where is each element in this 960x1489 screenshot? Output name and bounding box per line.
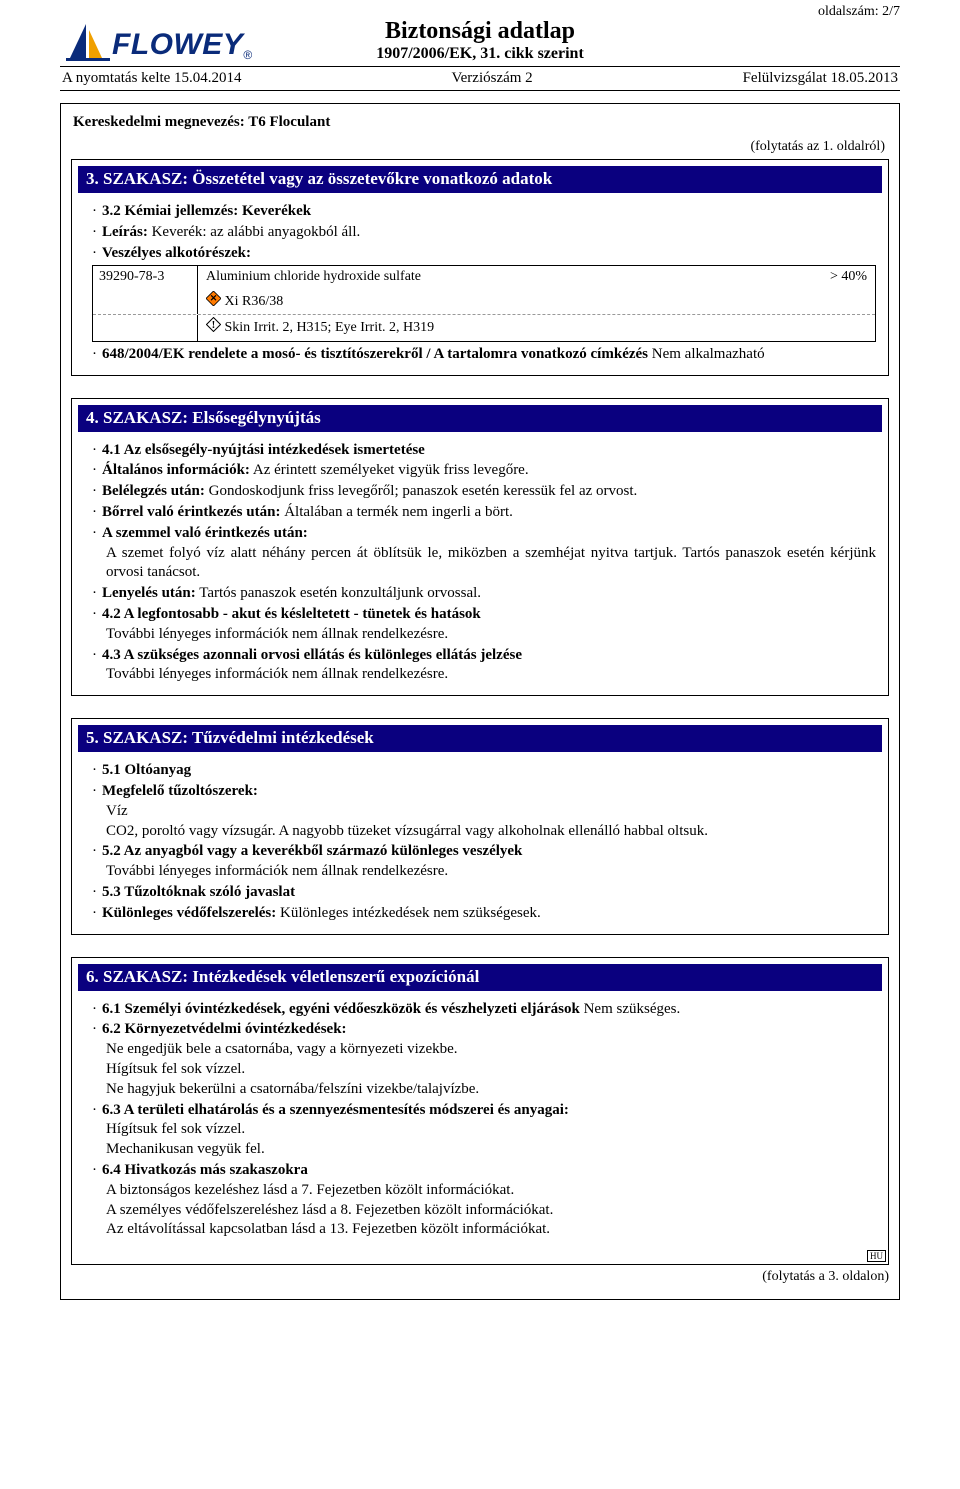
s3-l3: Veszélyes alkotórészek: [102, 244, 251, 264]
s6-h63: 6.3 A területi elhatárolás és a szennyez… [102, 1101, 569, 1121]
section-4-body: ·4.1 Az elsősegély-nyújtási intézkedések… [72, 438, 888, 696]
s4-inh-l: Belélegzés után: [102, 483, 205, 499]
s6-t62a: Ne engedjük bele a csatornába, vagy a kö… [92, 1040, 876, 1060]
s3-l4-text: Nem alkalmazható [652, 346, 765, 362]
section-3-body: ·3.2 Kémiai jellemzés: Keverékek ·Leírás… [72, 199, 888, 375]
brand-logo: FLOWEY ® [66, 22, 252, 62]
s5-prot-t: Különleges intézkedések nem szükségesek. [280, 905, 541, 921]
s4-skin-t: Általában a termék nem ingerli a bört. [284, 504, 513, 520]
meta-row: A nyomtatás kelte 15.04.2014 Verziószám … [60, 70, 900, 87]
header-rule [60, 66, 900, 67]
table-row: ✕ Xi R36/38 [93, 289, 875, 314]
header: FLOWEY ® Biztonsági adatlap 1907/2006/EK… [60, 18, 900, 63]
s3-l2-text: Keverék: az alábbi anyagokból áll. [152, 224, 361, 240]
section-6-body: ·6.1 Személyi óvintézkedések, egyéni véd… [72, 997, 888, 1251]
s3-l1: 3.2 Kémiai jellemzés: Keverékek [102, 202, 311, 222]
warning-icon: ! [206, 317, 221, 338]
s5-ext-l: Megfelelő tűzoltószerek: [102, 782, 258, 802]
table-row: 39290-78-3 Aluminium chloride hydroxide … [93, 266, 875, 288]
reg-mark: ® [243, 48, 252, 62]
s4-skin-l: Bőrrel való érintkezés után: [102, 504, 280, 520]
section-5-title: 5. SZAKASZ: Tűzvédelmi intézkedések [78, 725, 882, 752]
s4-gen-t: Az érintett személyeket vigyük friss lev… [253, 462, 529, 478]
s6-h64: 6.4 Hivatkozás más szakaszokra [102, 1161, 308, 1181]
s5-h53: 5.3 Tűzoltóknak szóló javaslat [102, 883, 295, 903]
continuation-from: (folytatás az 1. oldalról) [71, 139, 889, 159]
s4-eye-l: A szemmel való érintkezés után: [102, 524, 308, 544]
section-4-title: 4. SZAKASZ: Elsősegélynyújtás [78, 405, 882, 432]
header-rule-2 [60, 90, 900, 91]
svg-text:!: ! [212, 319, 216, 331]
s6-t63a: Hígítsuk fel sok vízzel. [92, 1120, 876, 1140]
s4-t43: További lényeges információk nem állnak … [92, 665, 876, 685]
s5-h52: 5.2 Az anyagból vagy a keverékből szárma… [102, 842, 522, 862]
s5-ext-t1: Víz [92, 802, 876, 822]
s3-l2-label: Leírás: [102, 224, 148, 240]
percentage: > 40% [799, 266, 875, 288]
s4-t42: További lényeges információk nem állnak … [92, 625, 876, 645]
section-4: 4. SZAKASZ: Elsősegélynyújtás ·4.1 Az el… [71, 398, 889, 697]
s5-ext-t2: CO2, poroltó vagy vízsugár. A nagyobb tü… [92, 822, 876, 842]
content-box: Kereskedelmi megnevezés: T6 Floculant (f… [60, 103, 900, 1300]
s4-inh-t: Gondoskodjunk friss levegőről; panaszok … [209, 483, 638, 499]
page: oldalszám: 2/7 FLOWEY ® Biztonsági adatl… [0, 0, 960, 1489]
s5-prot-l: Különleges védőfelszerelés: [102, 905, 276, 921]
section-6: 6. SZAKASZ: Intézkedések véletlenszerű e… [71, 957, 889, 1266]
s4-h43: 4.3 A szükséges azonnali orvosi ellátás … [102, 646, 522, 666]
s6-t64b: A személyes védőfelszereléshez lásd a 8.… [92, 1201, 876, 1221]
locale-tag: HU [867, 1250, 886, 1262]
s6-h61: 6.1 Személyi óvintézkedések, egyéni védő… [102, 1001, 580, 1017]
section-5: 5. SZAKASZ: Tűzvédelmi intézkedések ·5.1… [71, 718, 889, 934]
s4-gen-l: Általános információk: [102, 462, 250, 478]
svg-text:✕: ✕ [210, 293, 218, 303]
s6-h62: 6.2 Környezetvédelmi óvintézkedések: [102, 1020, 347, 1040]
section-3: 3. SZAKASZ: Összetétel vagy az összetevő… [71, 159, 889, 376]
version-number: Verziószám 2 [451, 70, 532, 87]
continuation-to: (folytatás a 3. oldalon) [71, 1267, 889, 1285]
irritant-icon: ✕ [206, 291, 221, 312]
s4-eye-t: A szemet folyó víz alatt néhány percen á… [92, 544, 876, 584]
trade-name: Kereskedelmi megnevezés: T6 Floculant [71, 112, 889, 139]
s4-h41: 4.1 Az elsősegély-nyújtási intézkedések … [102, 441, 425, 461]
s6-t62b: Hígítsuk fel sok vízzel. [92, 1060, 876, 1080]
section-3-title: 3. SZAKASZ: Összetétel vagy az összetevő… [78, 166, 882, 193]
revision-date: Felülvizsgálat 18.05.2013 [743, 70, 898, 87]
cas-number: 39290-78-3 [93, 266, 198, 288]
s6-t64c: Az eltávolítással kapcsolatban lásd a 13… [92, 1220, 876, 1240]
s4-ing-t: Tartós panaszok esetén konzultáljunk orv… [199, 585, 481, 601]
s6-t64a: A biztonságos kezeléshez lásd a 7. Fejez… [92, 1181, 876, 1201]
s4-h42: 4.2 A legfontosabb - akut és késleltetet… [102, 605, 481, 625]
hazard-table: 39290-78-3 Aluminium chloride hydroxide … [92, 265, 876, 341]
s6-t63b: Mechanikusan vegyük fel. [92, 1140, 876, 1160]
xi-code: Xi R36/38 [225, 294, 284, 309]
s6-t62c: Ne hagyjuk bekerülni a csatornába/felszí… [92, 1080, 876, 1100]
sail-icon [66, 22, 112, 62]
h-statements: Skin Irrit. 2, H315; Eye Irrit. 2, H319 [225, 320, 435, 335]
s5-h51: 5.1 Oltóanyag [102, 761, 191, 781]
s4-ing-l: Lenyelés után: [102, 585, 196, 601]
s3-l4-label: 648/2004/EK rendelete a mosó- és tisztít… [102, 346, 648, 362]
chem-name: Aluminium chloride hydroxide sulfate [198, 266, 799, 288]
s6-t61: Nem szükséges. [584, 1001, 681, 1017]
print-date: A nyomtatás kelte 15.04.2014 [62, 70, 242, 87]
brand-name: FLOWEY [112, 28, 243, 62]
section-6-title: 6. SZAKASZ: Intézkedések véletlenszerű e… [78, 964, 882, 991]
section-5-body: ·5.1 Oltóanyag ·Megfelelő tűzoltószerek:… [72, 758, 888, 933]
s5-t52: További lényeges információk nem állnak … [92, 862, 876, 882]
table-row: ! Skin Irrit. 2, H315; Eye Irrit. 2, H31… [93, 314, 875, 340]
